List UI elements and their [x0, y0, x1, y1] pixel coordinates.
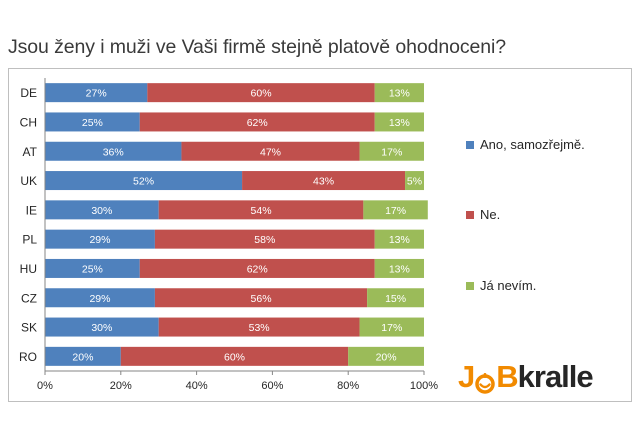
- data-label-yes-hu: 25%: [82, 263, 103, 275]
- data-label-dontknow-cz: 15%: [385, 293, 406, 305]
- data-label-yes-ch: 25%: [82, 117, 103, 129]
- bar-dontknow-de: [374, 83, 424, 103]
- bar-yes-hu: [45, 258, 140, 278]
- chart-legend: Ano, samozřejmě. Ne. Já nevím.: [466, 0, 636, 442]
- smile-face-icon: [475, 366, 495, 394]
- bar-yes-ch: [45, 112, 140, 132]
- data-label-yes-de: 27%: [86, 88, 107, 100]
- category-label-at: AT: [23, 145, 38, 159]
- data-label-dontknow-ro: 20%: [376, 351, 397, 363]
- bar-yes-at: [45, 141, 182, 161]
- bar-yes-ie: [45, 200, 159, 220]
- bar-no-sk: [158, 317, 360, 337]
- data-label-no-hu: 62%: [247, 263, 268, 275]
- data-label-yes-at: 36%: [103, 146, 124, 158]
- data-label-yes-cz: 29%: [89, 293, 110, 305]
- category-label-de: DE: [20, 86, 37, 100]
- category-label-hu: HU: [20, 262, 37, 276]
- logo-letter-b: B: [496, 359, 518, 394]
- bar-no-at: [181, 141, 360, 161]
- category-label-sk: SK: [21, 321, 37, 335]
- bar-yes-sk: [45, 317, 159, 337]
- category-label-ro: RO: [19, 350, 37, 364]
- category-label-uk: UK: [20, 174, 37, 188]
- legend-item-no: Ne.: [466, 207, 500, 222]
- bar-no-hu: [139, 258, 375, 278]
- legend-item-dontknow: Já nevím.: [466, 278, 536, 293]
- data-label-dontknow-hu: 13%: [389, 263, 410, 275]
- data-label-no-cz: 56%: [251, 293, 272, 305]
- legend-swatch-dontknow: [466, 281, 474, 290]
- bar-no-ie: [158, 200, 364, 220]
- data-label-dontknow-de: 13%: [389, 88, 410, 100]
- bar-dontknow-ie: [363, 200, 428, 220]
- category-label-ch: CH: [20, 115, 37, 129]
- bar-dontknow-sk: [359, 317, 424, 337]
- bar-yes-de: [45, 83, 148, 103]
- legend-swatch-no: [466, 210, 474, 219]
- logo-jo: J B: [458, 359, 519, 395]
- bar-dontknow-uk: [405, 171, 424, 191]
- logo-kralle: kralle: [517, 359, 594, 394]
- category-label-pl: PL: [22, 233, 37, 247]
- bar-no-pl: [154, 229, 375, 249]
- bar-no-cz: [154, 288, 368, 308]
- x-tick-label-3: 60%: [261, 380, 283, 392]
- data-label-dontknow-ch: 13%: [389, 117, 410, 129]
- logo-letter-j: J: [458, 359, 475, 394]
- legend-label-yes: Ano, samozřejmě.: [480, 137, 585, 152]
- chart-frame: [8, 68, 632, 402]
- data-label-dontknow-at: 17%: [381, 146, 402, 158]
- data-label-no-de: 60%: [251, 88, 272, 100]
- chart-title: Jsou ženy i muži ve Vaši firmě stejně pl…: [8, 36, 506, 58]
- bar-yes-pl: [45, 229, 155, 249]
- data-label-dontknow-sk: 17%: [381, 322, 402, 334]
- bar-yes-uk: [45, 171, 243, 191]
- data-label-dontknow-ie: 17%: [385, 205, 406, 217]
- x-tick-label-0: 0%: [37, 380, 53, 392]
- category-label-cz: CZ: [21, 291, 37, 305]
- bar-dontknow-at: [359, 141, 424, 161]
- bar-dontknow-cz: [367, 288, 424, 308]
- bar-no-uk: [242, 171, 406, 191]
- legend-label-no: Ne.: [480, 207, 501, 222]
- data-label-no-uk: 43%: [313, 176, 334, 188]
- bar-yes-ro: [45, 346, 121, 366]
- bar-dontknow-pl: [374, 229, 424, 249]
- legend-label-dontknow: Já nevím.: [480, 278, 537, 293]
- category-label-ie: IE: [26, 203, 37, 217]
- data-label-dontknow-pl: 13%: [389, 234, 410, 246]
- bar-yes-cz: [45, 288, 155, 308]
- bar-no-de: [147, 83, 375, 103]
- data-label-no-at: 47%: [260, 146, 281, 158]
- data-label-no-sk: 53%: [249, 322, 270, 334]
- data-label-yes-pl: 29%: [89, 234, 110, 246]
- data-label-yes-sk: 30%: [91, 322, 112, 334]
- x-tick-label-5: 100%: [410, 380, 438, 392]
- x-tick-label-1: 20%: [110, 380, 132, 392]
- data-label-no-pl: 58%: [254, 234, 275, 246]
- data-label-yes-ro: 20%: [72, 351, 93, 363]
- legend-swatch-yes: [466, 140, 474, 149]
- legend-item-yes: Ano, samozřejmě.: [466, 137, 585, 152]
- data-label-dontknow-uk: 5%: [407, 176, 422, 188]
- x-tick-label-2: 40%: [186, 380, 208, 392]
- data-label-yes-uk: 52%: [133, 176, 154, 188]
- data-label-no-ch: 62%: [247, 117, 268, 129]
- bar-no-ch: [139, 112, 375, 132]
- bar-no-ro: [120, 346, 349, 366]
- jobkralle-logo: J B kralle: [458, 357, 594, 397]
- x-tick-label-4: 80%: [337, 380, 359, 392]
- data-label-no-ro: 60%: [224, 351, 245, 363]
- data-label-no-ie: 54%: [251, 205, 272, 217]
- bar-dontknow-hu: [374, 258, 424, 278]
- bar-dontknow-ch: [374, 112, 424, 132]
- bar-dontknow-ro: [348, 346, 424, 366]
- data-label-yes-ie: 30%: [91, 205, 112, 217]
